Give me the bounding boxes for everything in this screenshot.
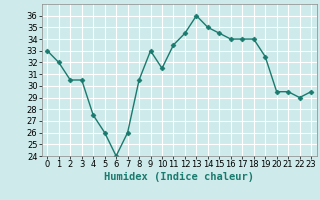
X-axis label: Humidex (Indice chaleur): Humidex (Indice chaleur) bbox=[104, 172, 254, 182]
